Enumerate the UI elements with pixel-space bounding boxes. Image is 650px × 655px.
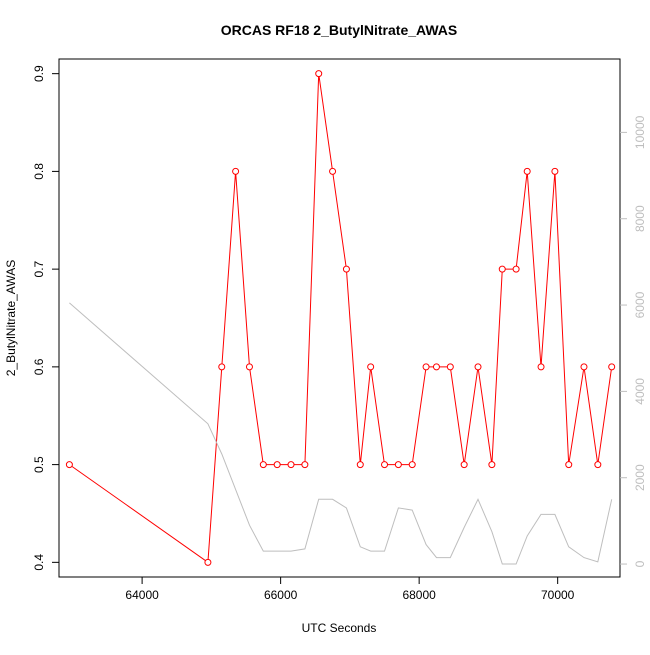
- data-point: [460, 461, 468, 469]
- data-point: [287, 461, 295, 469]
- y-tick-label: 0.6: [32, 358, 46, 375]
- data-point: [245, 363, 253, 371]
- y2-tick-label: 8000: [633, 205, 647, 232]
- data-point: [329, 167, 337, 175]
- data-point: [523, 167, 531, 175]
- data-point: [232, 167, 240, 175]
- data-point: [408, 461, 416, 469]
- data-point: [580, 363, 588, 371]
- data-point: [608, 363, 616, 371]
- data-point: [565, 461, 573, 469]
- data-point: [498, 265, 506, 273]
- data-point: [204, 558, 212, 566]
- y2-tick-label: 2000: [633, 464, 647, 491]
- data-point: [259, 461, 267, 469]
- data-point: [381, 461, 389, 469]
- y2-tick-label: 10000: [633, 115, 647, 149]
- x-tick-label: 66000: [264, 588, 298, 602]
- data-point: [512, 265, 520, 273]
- data-point: [537, 363, 545, 371]
- data-point: [474, 363, 482, 371]
- y-tick-label: 0.8: [32, 163, 46, 180]
- series-line-1: [69, 302, 613, 565]
- series-layer: [65, 70, 616, 566]
- x-axis-label: UTC Seconds: [302, 621, 377, 635]
- x-tick-label: 70000: [541, 588, 575, 602]
- data-point: [594, 461, 602, 469]
- chart-title: ORCAS RF18 2_ButylNitrate_AWAS: [221, 22, 458, 38]
- data-point: [342, 265, 350, 273]
- data-point: [394, 461, 402, 469]
- data-point: [551, 167, 559, 175]
- series-line-0: [69, 73, 613, 564]
- x-tick-label: 64000: [125, 588, 159, 602]
- data-point: [422, 363, 430, 371]
- y-axis-label: 2_ButylNitrate_AWAS: [4, 260, 18, 377]
- data-point: [218, 363, 226, 371]
- data-point: [446, 363, 454, 371]
- y2-tick-label: 0: [633, 560, 647, 567]
- y-tick-label: 0.4: [32, 554, 46, 571]
- y-tick-label: 0.7: [32, 260, 46, 277]
- data-point: [367, 363, 375, 371]
- data-point: [315, 70, 323, 78]
- y2-tick-label: 4000: [633, 378, 647, 405]
- plot-frame: [58, 58, 621, 578]
- y-tick-label: 0.5: [32, 456, 46, 473]
- data-point: [432, 363, 440, 371]
- axes-layer: 64000 66000 68000 70000 0.4 0.5 0.6 0.7 0.8 0.9 0 2…: [32, 65, 647, 602]
- data-point: [488, 461, 496, 469]
- data-point: [301, 461, 309, 469]
- x-tick-label: 68000: [402, 588, 436, 602]
- y-tick-label: 0.9: [32, 65, 46, 82]
- data-point: [273, 461, 281, 469]
- y2-tick-label: 6000: [633, 291, 647, 318]
- data-point: [65, 461, 73, 469]
- data-point: [356, 461, 364, 469]
